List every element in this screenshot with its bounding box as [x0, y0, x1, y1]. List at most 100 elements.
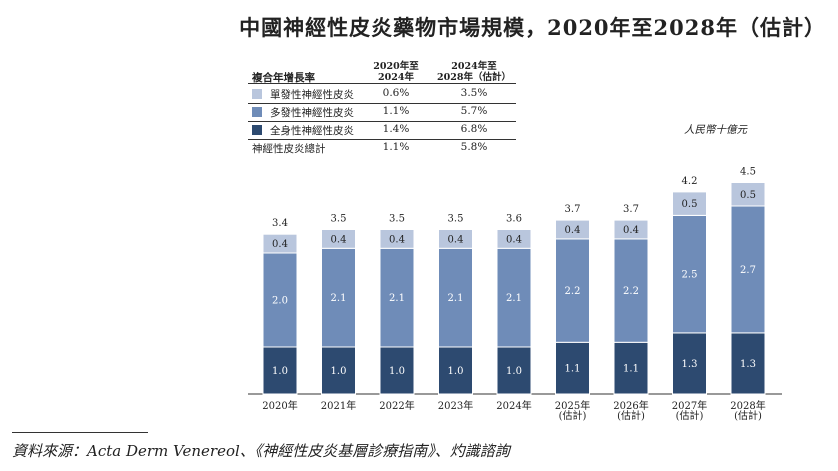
bar-segment — [379, 346, 415, 395]
segment-value-label: 2.5 — [682, 270, 698, 281]
total-value-label: 3.5 — [389, 214, 405, 225]
x-tick-label: 2028年 — [730, 399, 765, 412]
segment-value-label: 1.3 — [740, 359, 756, 370]
segment-value-label: 1.1 — [623, 364, 639, 375]
x-tick-label: 2020年 — [262, 399, 297, 412]
bar-segment — [613, 219, 649, 240]
bar-segment — [672, 214, 707, 334]
cagr-col1-header-line: 2020年至 — [373, 61, 419, 72]
bar-segment — [438, 229, 473, 249]
cagr-col1-header-line: 2024年 — [378, 72, 414, 83]
segment-value-label: 2.2 — [565, 286, 581, 297]
bar-segment — [262, 233, 298, 254]
segment-value-label: 0.4 — [389, 234, 405, 245]
bar-segment — [321, 229, 356, 249]
bar-segment — [496, 229, 532, 249]
cagr-header-rule — [248, 83, 516, 84]
segment-value-label: 0.4 — [448, 234, 464, 245]
bar-segment — [613, 341, 649, 395]
x-tick-label: (估計) — [676, 409, 704, 422]
total-value-label: 3.6 — [506, 214, 522, 225]
bar-segment — [730, 332, 766, 395]
cagr-row-label: 單發性神經性皮炎 — [270, 89, 354, 101]
x-tick-label: (估計) — [559, 409, 587, 422]
bar-segment — [730, 205, 766, 334]
bar-segment — [555, 238, 590, 343]
legend-swatch — [252, 107, 262, 117]
cagr-header-label: 複合年增長率 — [252, 72, 315, 84]
x-tick-label: 2026年 — [613, 399, 648, 412]
bar-segment — [321, 247, 356, 348]
segment-value-label: 1.3 — [682, 359, 698, 370]
segment-value-label: 2.1 — [506, 293, 522, 304]
total-value-label: 3.7 — [623, 204, 639, 215]
source-note: 資料來源：Acta Derm Venereol、《神經性皮炎基層診療指南》、灼識… — [12, 442, 510, 460]
x-tick-label: 2022年 — [379, 399, 414, 412]
cagr-row-label: 神經性皮炎總計 — [252, 143, 326, 155]
total-value-label: 4.2 — [682, 176, 698, 187]
segment-value-label: 0.4 — [565, 225, 581, 236]
source-divider — [12, 432, 148, 433]
bar-segment — [379, 247, 415, 348]
cagr-value-2020-2024: 1.4% — [382, 123, 410, 135]
legend-swatch — [252, 89, 262, 99]
stacked-bar-chart: 1.0 2.0 0.4 3.4 2020年 1.0 2.1 0.4 3.5 2021年 1.0 2.1… — [248, 167, 782, 422]
segment-value-label: 0.4 — [506, 234, 522, 245]
segment-value-label: 0.4 — [623, 225, 639, 236]
segment-value-label: 1.1 — [565, 364, 581, 375]
cagr-value-2024-2028: 3.5% — [460, 87, 488, 99]
bar-segment — [672, 191, 707, 216]
bar-segment — [555, 341, 590, 395]
cagr-row-rule — [248, 103, 516, 104]
segment-value-label: 1.0 — [448, 366, 464, 377]
segment-value-label: 1.0 — [272, 366, 288, 377]
segment-value-label: 2.1 — [448, 293, 464, 304]
segment-value-label: 2.1 — [389, 293, 405, 304]
x-tick-label: 2024年 — [496, 399, 531, 412]
segment-value-label: 1.0 — [331, 366, 347, 377]
cagr-row-label: 多發性神經性皮炎 — [270, 107, 354, 119]
segment-value-label: 2.0 — [272, 296, 288, 307]
cagr-row-rule — [248, 121, 516, 122]
bar-segment — [496, 247, 532, 348]
cagr-row-label: 全身性神經性皮炎 — [270, 125, 354, 137]
x-tick-label: 2025年 — [555, 399, 590, 412]
total-value-label: 3.4 — [272, 218, 288, 229]
segment-value-label: 0.4 — [331, 234, 347, 245]
segment-value-label: 1.0 — [506, 366, 522, 377]
legend-swatch — [252, 125, 262, 135]
cagr-row-rule — [248, 139, 516, 140]
total-value-label: 3.5 — [448, 214, 464, 225]
bar-segment — [321, 346, 356, 395]
bar-segment — [496, 346, 532, 395]
bar-segment — [379, 229, 415, 249]
x-tick-label: 2023年 — [438, 399, 473, 412]
cagr-col2-header-line: 2024年至 — [451, 61, 497, 72]
bar-segment — [672, 332, 707, 395]
cagr-value-2020-2024: 0.6% — [382, 87, 410, 99]
bar-segment — [438, 247, 473, 348]
total-value-label: 3.5 — [331, 214, 347, 225]
cagr-value-2024-2028: 5.8% — [460, 141, 488, 153]
cagr-value-2020-2024: 1.1% — [382, 141, 410, 153]
cagr-value-2024-2028: 6.8% — [460, 123, 488, 135]
chart-title: 中國神經性皮炎藥物市場規模，2020年至2028年（估計） — [239, 15, 826, 40]
cagr-value-2024-2028: 5.7% — [460, 105, 488, 117]
cagr-value-2020-2024: 1.1% — [382, 105, 410, 117]
segment-value-label: 2.2 — [623, 286, 639, 297]
bar-segment — [262, 252, 298, 348]
segment-value-label: 0.5 — [682, 199, 698, 210]
bar-segment — [555, 219, 590, 240]
x-tick-label: (估計) — [617, 409, 645, 422]
segment-value-label: 0.4 — [272, 239, 288, 250]
x-tick-label: (估計) — [734, 409, 762, 422]
unit-label: 人民幣十億元 — [684, 124, 747, 136]
segment-value-label: 2.7 — [740, 265, 756, 276]
segment-value-label: 1.0 — [389, 366, 405, 377]
x-tick-label: 2027年 — [672, 399, 707, 412]
bar-segment — [730, 182, 766, 207]
total-value-label: 3.7 — [565, 204, 581, 215]
total-value-label: 4.5 — [740, 167, 756, 178]
cagr-col2-header-line: 2028年（估計） — [437, 72, 511, 83]
x-tick-label: 2021年 — [321, 399, 356, 412]
